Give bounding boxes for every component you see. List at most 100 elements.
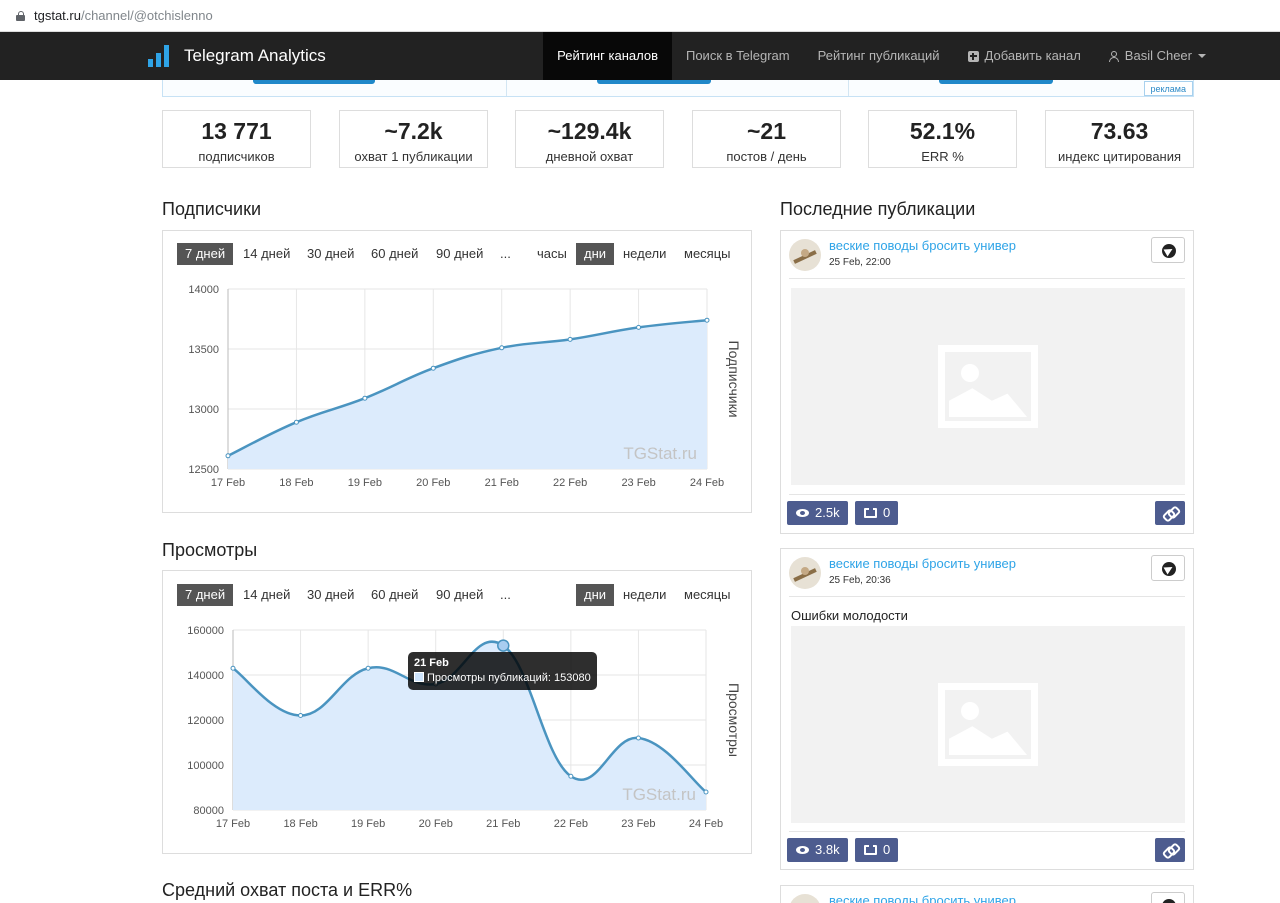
stat-value: ~21: [746, 118, 786, 144]
data-point: [365, 665, 371, 671]
user-icon: [1108, 50, 1119, 62]
stat-value: 52.1%: [909, 118, 976, 144]
period-30-days[interactable]: 30 дней: [307, 587, 355, 602]
tooltip-swatch: [414, 672, 424, 682]
y-tick-label: 120000: [187, 715, 224, 727]
post-card: веские поводы бросить универ: [780, 885, 1194, 903]
ad-button-3[interactable]: [939, 80, 1053, 84]
stat-err: 52.1% ERR %: [868, 110, 1017, 168]
chart-watermark: TGStat.ru: [622, 785, 696, 804]
subscribers-title: Подписчики: [162, 199, 262, 219]
post-channel-link[interactable]: веские поводы бросить универ: [829, 238, 1016, 253]
post-card: веские поводы бросить универ 25 Feb, 22:…: [780, 230, 1194, 534]
data-point: [298, 713, 304, 718]
period-more[interactable]: ...: [500, 246, 511, 261]
brand-title: Telegram Analytics: [184, 46, 326, 65]
period-14-days[interactable]: 14 дней: [243, 587, 291, 602]
period-14-days[interactable]: 14 дней: [243, 246, 291, 261]
views-badge[interactable]: 2.5k: [787, 501, 848, 525]
nav-user-menu[interactable]: Basil Cheer: [1095, 32, 1220, 80]
caret-down-icon: [1198, 54, 1206, 58]
series-line: [227, 318, 708, 457]
period-60-days[interactable]: 60 дней: [371, 587, 419, 602]
y-tick-label: 13500: [188, 344, 219, 356]
nav-add-channel-label: Добавить канал: [984, 48, 1081, 63]
group-weeks[interactable]: недели: [623, 587, 667, 602]
open-in-telegram-button[interactable]: [1151, 892, 1185, 903]
reach-err-title: Средний охват поста и ERR%: [162, 880, 413, 900]
brand-link[interactable]: Telegram Analytics: [148, 32, 326, 80]
group-days[interactable]: дни: [576, 243, 615, 265]
post-channel-link[interactable]: веские поводы бросить универ: [829, 556, 1016, 571]
channel-avatar[interactable]: [789, 557, 821, 589]
retweet-icon: [864, 506, 877, 518]
ad-label[interactable]: реклама: [1143, 81, 1193, 96]
post-image-placeholder[interactable]: [791, 288, 1185, 485]
nav-posts-rating[interactable]: Рейтинг публикаций: [817, 48, 940, 63]
period-60-days[interactable]: 60 дней: [371, 246, 419, 261]
telegram-icon: [1162, 244, 1176, 258]
browser-address-bar[interactable]: tgstat.ru/channel/@otchislenno: [0, 0, 1280, 32]
x-tick-label: 17 Feb: [216, 818, 250, 830]
chart-watermark: TGStat.ru: [623, 444, 697, 463]
nav-channel-rating[interactable]: Рейтинг каналов: [543, 32, 672, 80]
y-tick-label: 140000: [187, 670, 224, 682]
y-tick-label: 14000: [188, 284, 219, 296]
data-point: [567, 336, 573, 342]
shares-badge[interactable]: 0: [855, 838, 899, 862]
eye-icon: [796, 846, 809, 854]
open-in-telegram-button[interactable]: [1151, 555, 1185, 581]
shares-count: 0: [883, 505, 891, 520]
retweet-icon: [864, 843, 877, 855]
tooltip-title: 21 Feb: [414, 657, 449, 669]
x-tick-label: 21 Feb: [486, 818, 520, 830]
latest-posts-title: Последние публикации: [780, 199, 976, 219]
x-tick-label: 22 Feb: [553, 477, 587, 489]
ad-button-2[interactable]: [597, 80, 711, 84]
period-7-days[interactable]: 7 дней: [177, 243, 234, 265]
post-text: Ошибки молодости: [791, 608, 908, 623]
x-tick-label: 24 Feb: [689, 818, 723, 830]
chart-tooltip: 21 Feb Просмотры публикаций: 153080: [408, 652, 597, 690]
period-more[interactable]: ...: [500, 587, 511, 602]
x-tick-label: 17 Feb: [211, 477, 245, 489]
stat-label: подписчиков: [198, 149, 275, 164]
area-fill: [233, 641, 706, 810]
open-in-telegram-button[interactable]: [1151, 237, 1185, 263]
period-7-days[interactable]: 7 дней: [177, 584, 234, 606]
data-point: [704, 317, 710, 323]
nav-add-channel[interactable]: Добавить канал: [954, 32, 1095, 80]
data-point: [293, 419, 299, 425]
stat-subscribers: 13 771 подписчиков: [162, 110, 311, 168]
x-tick-label: 22 Feb: [554, 818, 588, 830]
post-link-button[interactable]: [1155, 501, 1185, 525]
x-tick-label: 20 Feb: [416, 477, 450, 489]
period-90-days[interactable]: 90 дней: [436, 587, 484, 602]
views-badge[interactable]: 3.8k: [787, 838, 848, 862]
area-fill: [228, 320, 707, 469]
stat-value: 73.63: [1090, 118, 1149, 144]
stat-label: индекс цитирования: [1057, 149, 1182, 164]
x-tick-label: 23 Feb: [621, 477, 655, 489]
post-link-button[interactable]: [1155, 838, 1185, 862]
group-months[interactable]: месяцы: [684, 587, 731, 602]
stat-label: постов / день: [726, 149, 807, 164]
post-image-placeholder[interactable]: [791, 626, 1185, 823]
group-months[interactable]: месяцы: [684, 246, 731, 261]
group-days[interactable]: дни: [576, 584, 615, 606]
group-hours[interactable]: часы: [537, 246, 567, 261]
x-tick-label: 24 Feb: [690, 477, 724, 489]
channel-avatar[interactable]: [789, 239, 821, 271]
channel-avatar[interactable]: [789, 894, 821, 903]
nav-telegram-search[interactable]: Поиск в Telegram: [685, 48, 790, 63]
x-tick-label: 19 Feb: [348, 477, 382, 489]
shares-badge[interactable]: 0: [855, 501, 899, 525]
image-icon: [938, 683, 1038, 766]
ad-button-1[interactable]: [253, 80, 375, 84]
post-channel-link[interactable]: веские поводы бросить универ: [829, 893, 1016, 903]
stat-label: охват 1 публикации: [354, 149, 473, 164]
group-weeks[interactable]: недели: [623, 246, 667, 261]
data-point: [703, 789, 709, 795]
period-90-days[interactable]: 90 дней: [436, 246, 484, 261]
period-30-days[interactable]: 30 дней: [307, 246, 355, 261]
